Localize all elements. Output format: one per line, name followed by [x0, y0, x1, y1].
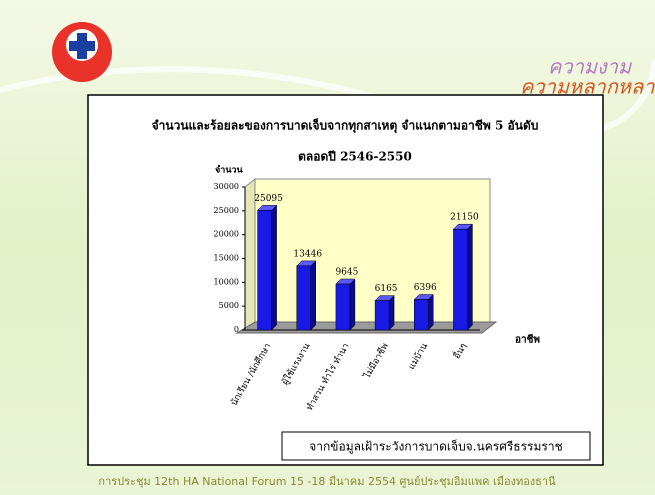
bar-side	[350, 279, 355, 330]
y-tick-label: 5000	[219, 301, 239, 310]
bar-side	[389, 296, 394, 330]
value-label: 6165	[375, 284, 398, 294]
value-label: 25095	[254, 194, 283, 204]
bar	[375, 301, 389, 330]
value-label: 6396	[414, 283, 437, 293]
bar	[453, 229, 467, 330]
source-note: จากข้อมูลเฝ้าระวังการบาดเจ็บจ.นครศรีธรรม…	[309, 439, 562, 455]
bar	[258, 210, 272, 330]
chart-title: จำนวนและร้อยละของการบาดเจ็บจากทุกสาเหตุ …	[152, 118, 539, 134]
y-tick-label: 25000	[214, 206, 239, 215]
y-tick-label: 0	[234, 325, 239, 334]
value-label: 9645	[335, 268, 358, 278]
y-tick-label: 15000	[214, 254, 239, 263]
y-tick-label: 30000	[214, 182, 239, 191]
bar-side	[467, 224, 472, 330]
bar	[414, 300, 428, 330]
y-tick-label: 10000	[214, 277, 239, 286]
bar-side	[428, 295, 433, 330]
footer: การประชุม 12th HA National Forum 15 -18 …	[98, 475, 556, 488]
y-tick-label: 20000	[214, 230, 239, 239]
bar-side	[272, 205, 277, 330]
chart-subtitle: ตลอดปี 2546-2550	[298, 150, 412, 164]
value-label: 21150	[450, 213, 479, 223]
bar-side	[311, 261, 316, 330]
y-axis-label: จำนวน	[215, 165, 244, 176]
x-axis-label: อาชีพ	[515, 334, 540, 346]
value-label: 13446	[293, 249, 322, 259]
bar	[336, 284, 350, 330]
bar	[297, 266, 311, 330]
slide: ความงาม ความหลากหลาย จำนวนและร้อยละของกา…	[0, 0, 655, 495]
